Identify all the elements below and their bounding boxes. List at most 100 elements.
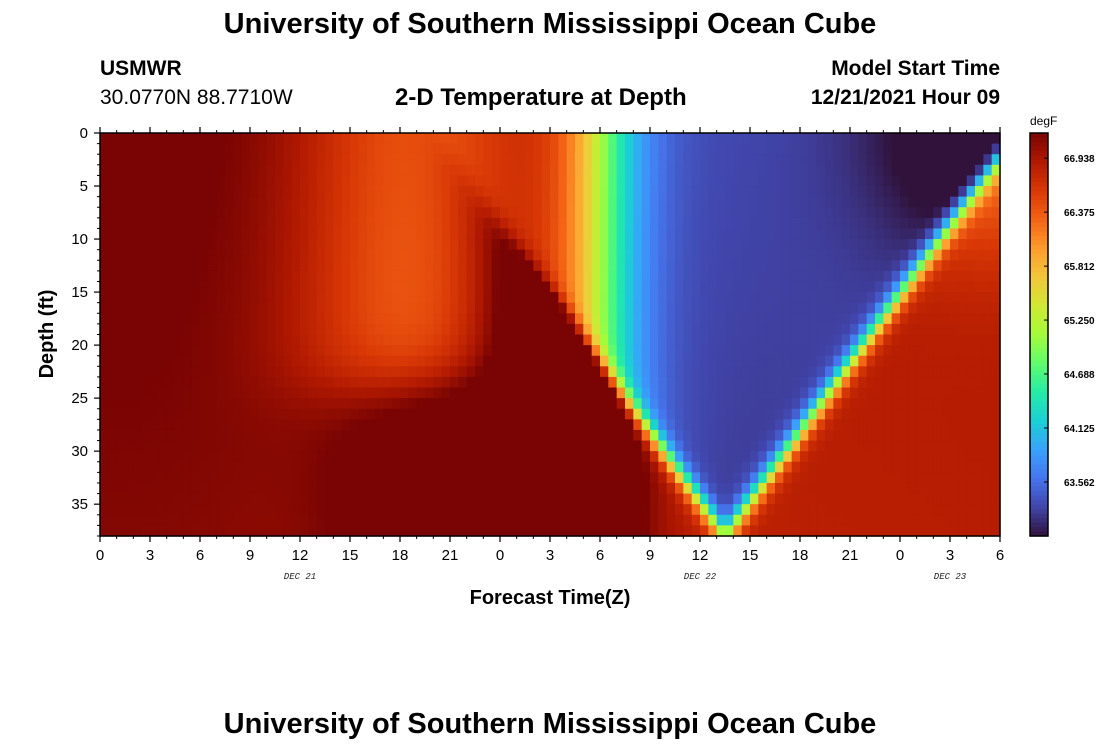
heatmap-cell <box>183 207 193 219</box>
heatmap-cell <box>750 482 759 495</box>
heatmap-cell <box>666 270 676 283</box>
heatmap-cell <box>300 164 309 177</box>
heatmap-cell <box>258 133 268 145</box>
heatmap-cell <box>250 440 259 452</box>
heatmap-cell <box>791 472 801 484</box>
heatmap-cell <box>583 504 593 516</box>
heatmap-cell <box>691 196 701 208</box>
heatmap-cell <box>841 355 851 367</box>
heatmap-cell <box>400 143 409 155</box>
heatmap-cell <box>183 260 193 272</box>
heatmap-cell <box>458 482 468 495</box>
heatmap-cell <box>900 366 909 378</box>
heatmap-cell <box>575 133 584 145</box>
heatmap-cell <box>425 175 434 187</box>
heatmap-cell <box>716 493 726 505</box>
heatmap-cell <box>341 472 351 484</box>
heatmap-cell <box>408 143 418 155</box>
heatmap-cell <box>283 175 293 187</box>
heatmap-cell <box>525 345 534 357</box>
heatmap-cell <box>158 408 168 420</box>
heatmap-cell <box>983 514 993 526</box>
heatmap-cell <box>208 143 218 155</box>
heatmap-cell <box>125 133 134 145</box>
heatmap-cell <box>941 398 951 410</box>
heatmap-cell <box>500 323 509 336</box>
heatmap-cell <box>416 334 426 346</box>
heatmap-cell <box>775 504 784 516</box>
heatmap-cell <box>875 493 884 505</box>
heatmap-cell <box>725 249 734 261</box>
heatmap-cell <box>400 292 409 304</box>
heatmap-cell <box>883 186 893 198</box>
heatmap-cell <box>875 451 884 463</box>
heatmap-cell <box>858 249 868 261</box>
heatmap-cell <box>550 398 559 410</box>
heatmap-cell <box>283 525 293 537</box>
heatmap-cell <box>275 217 284 230</box>
heatmap-cell <box>600 164 609 177</box>
heatmap-cell <box>941 175 951 187</box>
heatmap-cell <box>966 323 976 336</box>
heatmap-cell <box>800 461 809 473</box>
heatmap-cell <box>991 217 1001 230</box>
heatmap-cell <box>583 334 593 346</box>
heatmap-cell <box>841 440 851 452</box>
heatmap-cell <box>758 345 768 357</box>
heatmap-cell <box>591 164 601 177</box>
heatmap-cell <box>833 154 843 166</box>
heatmap-cell <box>950 239 959 251</box>
heatmap-cell <box>283 387 293 399</box>
heatmap-cell <box>300 429 309 442</box>
heatmap-cell <box>100 408 109 420</box>
heatmap-cell <box>491 228 501 240</box>
heatmap-cell <box>866 196 876 208</box>
heatmap-cell <box>800 387 809 399</box>
heatmap-cell <box>891 408 901 420</box>
heatmap-cell <box>991 429 1001 442</box>
heatmap-cell <box>733 143 743 155</box>
heatmap-cell <box>516 133 526 145</box>
heatmap-cell <box>441 143 451 155</box>
heatmap-cell <box>241 186 251 198</box>
heatmap-cell <box>325 228 334 240</box>
heatmap-cell <box>433 217 443 230</box>
heatmap-cell <box>725 387 734 399</box>
heatmap-cell <box>283 207 293 219</box>
heatmap-cell <box>716 482 726 495</box>
heatmap-cell <box>616 313 626 325</box>
heatmap-cell <box>766 355 776 367</box>
heatmap-cell <box>475 228 484 240</box>
colorbar-segment <box>1030 258 1048 264</box>
heatmap-cell <box>383 387 393 399</box>
heatmap-cell <box>966 133 976 145</box>
heatmap-cell <box>933 175 943 187</box>
heatmap-cell <box>783 366 793 378</box>
heatmap-cell <box>350 292 359 304</box>
heatmap-cell <box>116 196 126 208</box>
heatmap-cell <box>650 281 659 293</box>
heatmap-cell <box>950 525 959 537</box>
heatmap-cell <box>216 313 226 325</box>
heatmap-cell <box>458 260 468 272</box>
heatmap-cell <box>783 217 793 230</box>
heatmap-cell <box>858 387 868 399</box>
heatmap-cell <box>283 366 293 378</box>
heatmap-cell <box>575 440 584 452</box>
heatmap-cell <box>916 408 926 420</box>
heatmap-cell <box>341 217 351 230</box>
heatmap-cell <box>166 302 176 314</box>
heatmap-cell <box>833 186 843 198</box>
heatmap-cell <box>658 217 668 230</box>
heatmap-cell <box>216 387 226 399</box>
heatmap-cell <box>150 504 159 516</box>
heatmap-cell <box>475 387 484 399</box>
heatmap-cell <box>366 525 376 537</box>
heatmap-cell <box>458 461 468 473</box>
heatmap-cell <box>625 345 634 357</box>
heatmap-cell <box>716 366 726 378</box>
heatmap-cell <box>800 239 809 251</box>
heatmap-cell <box>325 345 334 357</box>
heatmap-cell <box>875 207 884 219</box>
heatmap-cell <box>208 228 218 240</box>
